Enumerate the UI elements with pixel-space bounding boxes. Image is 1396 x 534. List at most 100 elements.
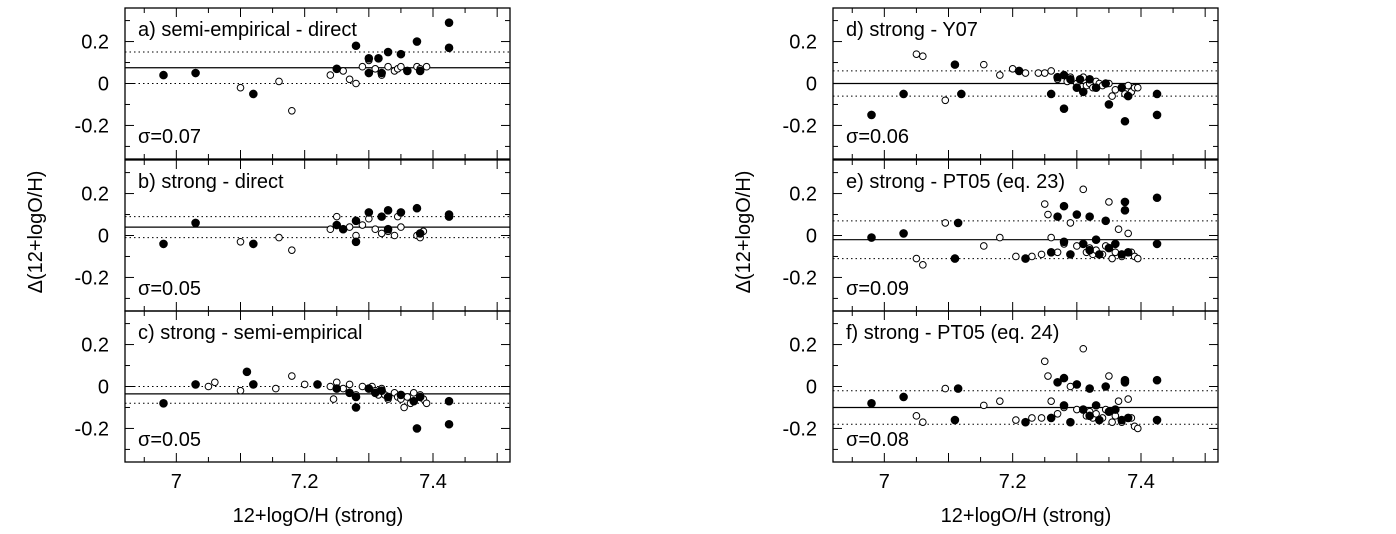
x-tick-label: 7.2 bbox=[291, 471, 319, 493]
filled-point bbox=[191, 68, 200, 78]
filled-point bbox=[313, 380, 322, 389]
open-point bbox=[275, 77, 283, 86]
filled-point bbox=[1094, 250, 1104, 259]
open-point bbox=[275, 233, 283, 242]
filled-point bbox=[364, 54, 374, 63]
filled-point bbox=[383, 206, 393, 215]
filled-point bbox=[351, 41, 361, 51]
open-point bbox=[996, 233, 1004, 242]
filled-point bbox=[415, 229, 425, 238]
filled-point bbox=[1152, 239, 1162, 249]
open-point bbox=[1044, 372, 1052, 380]
open-point bbox=[1133, 83, 1142, 92]
filled-point bbox=[159, 398, 168, 408]
filled-point bbox=[444, 210, 454, 219]
panel-3: 0.2 0 -0.2 d) strong - Y07 σ=0.06 bbox=[783, 7, 1219, 160]
sigma-label: σ=0.06 bbox=[846, 126, 909, 148]
filled-point bbox=[1152, 89, 1162, 99]
filled-point bbox=[249, 239, 258, 249]
open-point bbox=[329, 395, 338, 403]
filled-point bbox=[1021, 417, 1030, 427]
filled-point bbox=[899, 89, 908, 99]
open-point bbox=[1028, 414, 1036, 422]
y-tick-label: 0.2 bbox=[81, 32, 109, 54]
open-point bbox=[1114, 225, 1123, 234]
filled-point bbox=[383, 47, 393, 57]
filled-point bbox=[1078, 87, 1088, 97]
panel-2: 0.2 0 -0.2 7 7.2 7.4 c) strong - semi-empirica… bbox=[75, 310, 511, 493]
filled-point bbox=[377, 386, 386, 395]
x-tick-label: 7 bbox=[171, 471, 182, 493]
filled-point bbox=[383, 224, 393, 234]
open-point bbox=[1114, 397, 1123, 405]
filled-point bbox=[377, 68, 386, 78]
filled-point bbox=[1101, 382, 1111, 391]
filled-point bbox=[159, 239, 168, 249]
filled-point bbox=[396, 390, 406, 400]
open-point bbox=[1044, 210, 1052, 219]
filled-point bbox=[1104, 243, 1114, 253]
filled-point bbox=[950, 60, 960, 69]
filled-point bbox=[1059, 104, 1069, 113]
filled-point bbox=[1091, 235, 1101, 244]
open-point bbox=[288, 372, 296, 380]
x-tick-label: 7 bbox=[879, 471, 890, 493]
sigma-label: σ=0.09 bbox=[846, 278, 909, 300]
filled-point bbox=[1120, 197, 1130, 207]
sigma-label: σ=0.07 bbox=[138, 126, 201, 148]
y-tick-label: -0.2 bbox=[783, 418, 817, 440]
right-x-axis-label: 12+logO/H (strong) bbox=[941, 505, 1112, 527]
filled-point bbox=[444, 43, 454, 53]
y-tick-label: 0 bbox=[806, 74, 817, 96]
open-point bbox=[941, 96, 950, 105]
y-tick-label: 0.2 bbox=[81, 184, 109, 206]
open-point bbox=[1047, 233, 1055, 242]
y-tick-label: 0 bbox=[806, 226, 817, 248]
filled-point bbox=[364, 384, 374, 393]
x-tick-label: 7.4 bbox=[419, 471, 447, 493]
filled-point bbox=[396, 49, 406, 59]
open-point bbox=[1108, 92, 1116, 100]
filled-point bbox=[1046, 413, 1056, 423]
open-point bbox=[332, 212, 341, 221]
open-point bbox=[1012, 416, 1020, 424]
filled-point bbox=[338, 224, 348, 234]
filled-point bbox=[953, 384, 963, 393]
open-point bbox=[358, 221, 367, 229]
open-point bbox=[1012, 252, 1020, 261]
filled-point bbox=[1091, 401, 1101, 410]
filled-point bbox=[1021, 254, 1030, 263]
filled-point bbox=[191, 380, 200, 389]
filled-point bbox=[1104, 100, 1114, 109]
filled-point bbox=[415, 66, 425, 76]
filled-point bbox=[953, 218, 963, 228]
sigma-label: σ=0.05 bbox=[138, 278, 201, 300]
open-point bbox=[941, 219, 950, 227]
x-tick-label: 7.4 bbox=[1127, 471, 1155, 493]
panel-1: 0.2 0 -0.2 b) strong - direct σ=0.05 bbox=[75, 159, 511, 312]
filled-point bbox=[1085, 75, 1094, 84]
filled-point bbox=[1066, 417, 1075, 427]
open-point bbox=[236, 386, 245, 395]
open-point bbox=[422, 62, 431, 71]
sigma-label: σ=0.05 bbox=[138, 429, 201, 451]
filled-point bbox=[1078, 239, 1088, 249]
filled-point bbox=[1085, 245, 1094, 255]
open-point bbox=[1034, 69, 1043, 77]
filled-point bbox=[957, 89, 966, 99]
filled-point bbox=[1072, 210, 1082, 219]
panel-label: a) semi-empirical - direct bbox=[138, 19, 357, 41]
open-point bbox=[384, 62, 392, 71]
filled-point bbox=[1120, 378, 1130, 387]
y-tick-label: 0.2 bbox=[789, 184, 817, 206]
filled-point bbox=[1123, 91, 1133, 101]
filled-point bbox=[1111, 239, 1120, 249]
filled-point bbox=[1117, 83, 1127, 92]
filled-point bbox=[950, 415, 960, 425]
filled-point bbox=[1152, 110, 1162, 120]
open-point bbox=[236, 237, 245, 246]
filled-point bbox=[950, 254, 960, 263]
filled-point bbox=[249, 89, 258, 99]
open-point bbox=[1040, 200, 1049, 208]
